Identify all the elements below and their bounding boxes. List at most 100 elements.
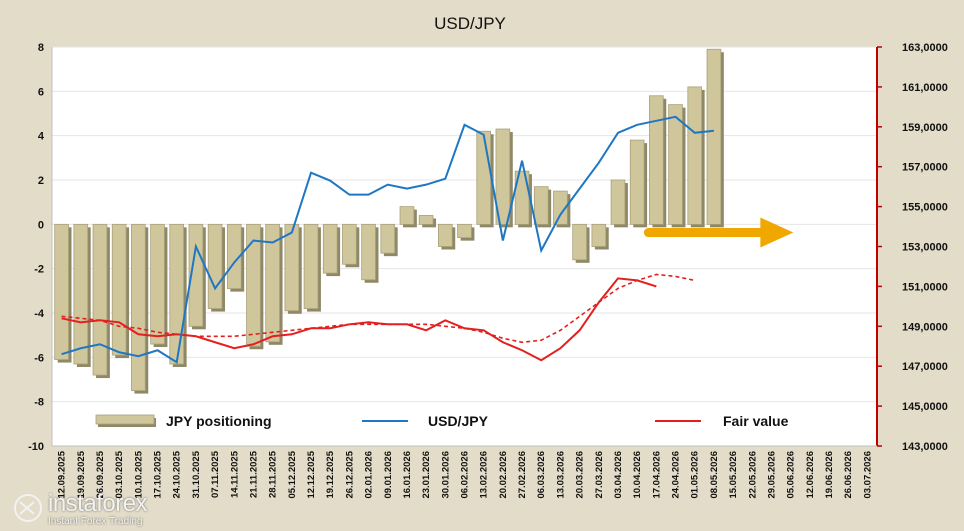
bar (131, 223, 146, 391)
x-tick-label: 10.04.2026 (632, 451, 643, 499)
bar (457, 223, 472, 239)
bar (188, 223, 204, 327)
bar (572, 223, 587, 261)
x-tick-label: 08.05.2026 (709, 451, 720, 499)
x-tick-label: 24.04.2026 (671, 451, 682, 499)
x-tick-label: 23.01.2026 (421, 451, 432, 499)
bar (322, 223, 338, 274)
x-tick-label: 03.07.2026 (862, 451, 873, 499)
bar (226, 223, 242, 290)
x-tick-label: 20.02.2026 (498, 451, 509, 499)
x-tick-label: 07.11.2025 (210, 450, 221, 498)
x-tick-label: 06.03.2026 (536, 451, 547, 499)
x-tick-label: 26.09.2025 (95, 450, 106, 498)
x-tick-label: 05.12.2025 (287, 450, 298, 498)
bar (495, 128, 511, 225)
x-tick-label: 06.02.2026 (460, 451, 471, 499)
bar (649, 95, 664, 225)
x-tick-label: 14.11.2025 (229, 450, 240, 498)
x-tick-label: 10.10.2025 (133, 450, 144, 498)
x-tick-label: 19.12.2025 (325, 450, 336, 498)
left-tick-label: -2 (34, 264, 44, 276)
legend-label: Fair value (723, 413, 789, 429)
legend-label: JPY positioning (166, 413, 272, 429)
right-tick-label: 161,0000 (902, 82, 948, 94)
x-tick-label: 29.05.2026 (766, 451, 777, 499)
line-series (61, 115, 715, 364)
usdjpy-line (61, 115, 715, 364)
x-tick-label: 12.12.2025 (306, 450, 317, 498)
bar (380, 223, 396, 254)
x-tick-label: 09.01.2026 (383, 451, 394, 499)
x-tick-label: 02.01.2026 (364, 451, 375, 499)
left-tick-label: -6 (34, 352, 44, 364)
legend-label: USD/JPY (428, 413, 489, 429)
left-tick-label: 4 (38, 131, 45, 143)
x-tick-label: 17.04.2026 (651, 451, 662, 499)
x-tick-label: 19.09.2025 (76, 450, 87, 498)
x-tick-label: 26.12.2025 (344, 450, 355, 498)
left-tick-label: 8 (38, 42, 44, 54)
right-tick-label: 147,0000 (902, 361, 948, 373)
logo-brand: instaforex (48, 490, 148, 517)
x-tick-label: 17.10.2025 (153, 450, 164, 498)
right-tick-label: 159,0000 (902, 122, 948, 134)
x-tick-label: 24.10.2025 (172, 450, 183, 498)
right-tick-label: 149,0000 (902, 321, 948, 333)
x-tick-label: 27.03.2026 (594, 451, 605, 499)
left-tick-label: -10 (28, 441, 44, 453)
bar (92, 223, 108, 376)
left-tick-label: -4 (34, 308, 45, 320)
bar (342, 223, 357, 265)
bar (533, 186, 549, 225)
right-tick-label: 143,0000 (902, 441, 948, 453)
right-tick-label: 145,0000 (902, 401, 948, 413)
x-tick-label: 01.05.2026 (690, 451, 701, 499)
bar (610, 179, 626, 225)
x-tick-label: 05.06.2026 (786, 451, 797, 499)
instaforex-logo: instaforex Instant Forex Trading (8, 490, 198, 528)
fair-value-line (61, 277, 657, 362)
x-tick-label: 28.11.2025 (268, 450, 279, 498)
x-tick-label: 21.11.2025 (248, 450, 259, 498)
legend-bar-swatch (95, 414, 155, 425)
x-tick-label: 12.06.2026 (805, 451, 816, 499)
x-tick-label: 27.02.2026 (517, 451, 528, 499)
x-tick-label: 19.06.2026 (824, 451, 835, 499)
bar (284, 223, 300, 312)
bar (553, 190, 568, 225)
x-tick-label: 20.03.2026 (575, 451, 586, 499)
x-tick-label: 31.10.2025 (191, 450, 202, 498)
x-tick-label: 15.05.2026 (728, 451, 739, 499)
x-tick-label: 26.06.2026 (843, 451, 854, 499)
bar (169, 223, 185, 365)
right-tick-label: 163,0000 (902, 42, 948, 54)
bar (629, 139, 645, 225)
arrow-annotation (643, 217, 794, 248)
right-tick-label: 151,0000 (902, 281, 948, 293)
bar (668, 104, 683, 225)
bar (476, 130, 491, 225)
left-tick-label: 6 (38, 86, 44, 98)
x-tick-label: 22.05.2026 (747, 451, 758, 499)
x-tick-label: 03.10.2025 (114, 450, 125, 498)
bar (73, 223, 89, 365)
bar (111, 223, 127, 356)
bar (418, 215, 434, 225)
chart-title: USD/JPY (434, 14, 506, 33)
bar (246, 223, 261, 347)
x-tick-label: 16.01.2026 (402, 451, 413, 499)
x-tick-label: 03.04.2026 (613, 451, 624, 499)
bar (361, 223, 376, 281)
right-tick-label: 157,0000 (902, 162, 948, 174)
bar (150, 223, 165, 345)
logo-tagline: Instant Forex Trading (48, 516, 143, 527)
left-tick-label: 0 (38, 219, 44, 231)
x-tick-label: 13.02.2026 (479, 451, 490, 499)
axes: 8 6 4 2 0 -2 -4 -6 -8 -10 163,0000 161,0000 159,0000… (28, 42, 948, 499)
x-tick-label: 13.03.2026 (555, 451, 566, 499)
bar (399, 206, 415, 225)
fair-value-trend-line (61, 273, 695, 344)
bar (207, 223, 223, 309)
